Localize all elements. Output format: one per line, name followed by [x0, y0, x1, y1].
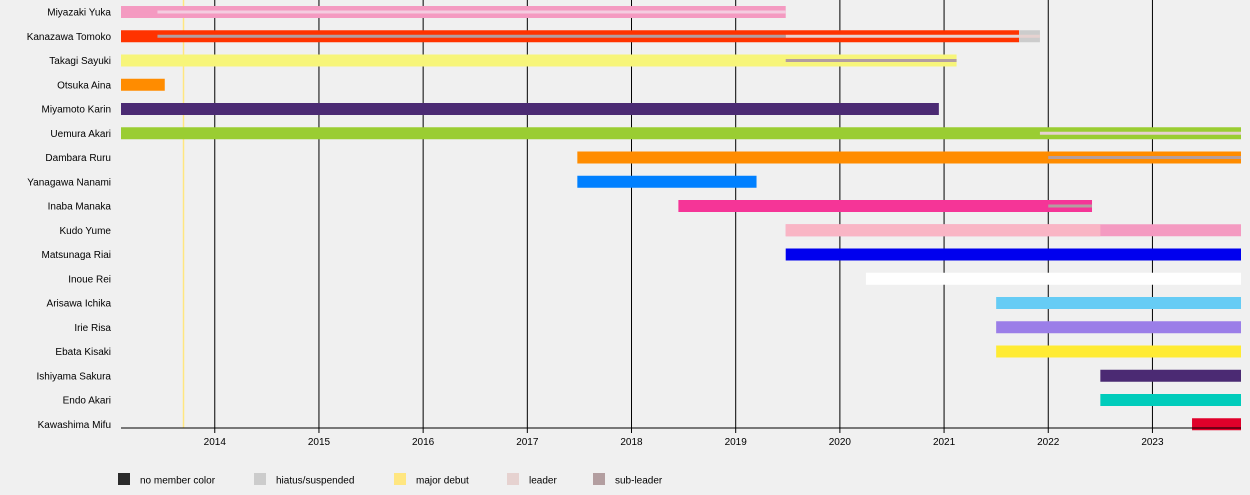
legend-swatch: [254, 473, 266, 485]
legend-label: no member color: [140, 476, 216, 487]
tick-label: 2021: [933, 437, 956, 448]
member-bar: [1100, 394, 1241, 406]
legend-item: hiatus/suspended: [254, 473, 354, 487]
member-row: [785, 224, 1241, 237]
member-row: [577, 151, 1241, 164]
legend-label: major debut: [416, 476, 469, 487]
member-bar: [121, 54, 957, 67]
legend-label: hiatus/suspended: [276, 476, 354, 487]
legend-swatch: [118, 473, 130, 485]
member-bars: [121, 6, 1241, 431]
member-bar: [1192, 418, 1241, 431]
tick-label: 2019: [725, 437, 748, 448]
member-name-label: Miyazaki Yuka: [47, 8, 111, 19]
member-row: [1100, 369, 1241, 382]
member-name-label: Ishiyama Sakura: [37, 371, 112, 382]
sub-leader-overlay: [1048, 204, 1093, 208]
member-name-label: Endo Akari: [63, 396, 111, 407]
member-name-label: Yanagawa Nanami: [27, 177, 111, 188]
member-row: [121, 30, 1040, 43]
member-bar: [785, 248, 1241, 261]
legend-item: major debut: [394, 473, 469, 487]
leader-overlay: [157, 10, 786, 14]
member-bar: [121, 103, 939, 115]
sub-leader-overlay: [157, 34, 786, 38]
member-name-label: Inaba Manaka: [48, 202, 112, 213]
member-row: [996, 297, 1241, 309]
leader-overlay: [1039, 131, 1241, 135]
member-name-label: Matsunaga Riai: [42, 250, 111, 261]
legend-item: no member color: [118, 473, 216, 487]
member-bar: [678, 200, 1093, 212]
tick-label: 2022: [1037, 437, 1060, 448]
member-name-label: Uemura Akari: [50, 129, 111, 140]
member-row: [577, 175, 757, 188]
member-name-label: Kanazawa Tomoko: [27, 32, 112, 43]
tick-label: 2020: [829, 437, 852, 448]
member-row: [996, 321, 1241, 334]
member-row: [1192, 418, 1241, 431]
tick-label: 2016: [412, 437, 435, 448]
member-bar: [996, 321, 1241, 334]
member-bar: [1100, 369, 1241, 382]
tick-label: 2018: [620, 437, 643, 448]
member-row: [121, 78, 165, 91]
legend-item: leader: [507, 473, 557, 487]
legend-item: sub-leader: [593, 473, 663, 487]
member-row: [121, 127, 1241, 140]
tick-label: 2014: [204, 437, 227, 448]
member-row: [1100, 394, 1241, 406]
legend-swatch: [394, 473, 406, 485]
member-bar: [996, 345, 1241, 358]
member-name-label: Kudo Yume: [59, 226, 111, 237]
member-row: [678, 200, 1093, 212]
legend: no member color hiatus/suspended major deb…: [118, 473, 663, 487]
sub-leader-overlay: [1048, 156, 1241, 159]
member-row: [121, 54, 957, 67]
member-name-label: Otsuka Aina: [57, 80, 111, 91]
member-bar: [577, 175, 757, 188]
member-name-label: Ebata Kisaki: [55, 347, 111, 358]
legend-label: sub-leader: [615, 476, 663, 487]
member-bar: [121, 78, 165, 91]
legend-label: leader: [529, 476, 557, 487]
member-row: [865, 272, 1241, 285]
member-name-label: Inoue Rei: [68, 274, 111, 285]
x-axis: 2014 2015 2016 2017 2018 2019 2020 2021 2022 2023: [121, 427, 1241, 448]
member-bar: [865, 272, 1241, 285]
member-row: [996, 345, 1241, 358]
legend-swatch: [507, 473, 519, 485]
tick-label: 2017: [516, 437, 539, 448]
member-bar: [996, 297, 1241, 309]
member-name-label: Dambara Ruru: [45, 153, 111, 164]
member-bar-segment: [785, 224, 1101, 237]
member-name-label: Irie Risa: [74, 323, 111, 334]
member-bar: [577, 151, 1241, 164]
member-name-label: Arisawa Ichika: [47, 299, 112, 310]
member-name-label: Miyamoto Karin: [42, 105, 111, 116]
member-row: [121, 6, 786, 18]
member-name-label: Takagi Sayuki: [49, 56, 111, 67]
member-row: [785, 248, 1241, 261]
leader-overlay: [785, 34, 1040, 38]
sub-leader-overlay: [785, 59, 957, 62]
member-name-labels: Miyazaki Yuka Kanazawa Tomoko Takagi Sayuk…: [27, 8, 112, 431]
member-row: [121, 103, 939, 115]
legend-swatch: [593, 473, 605, 485]
tick-label: 2023: [1141, 437, 1164, 448]
tick-label: 2015: [308, 437, 331, 448]
member-bar: [121, 127, 1241, 140]
member-name-label: Kawashima Mifu: [38, 420, 111, 431]
